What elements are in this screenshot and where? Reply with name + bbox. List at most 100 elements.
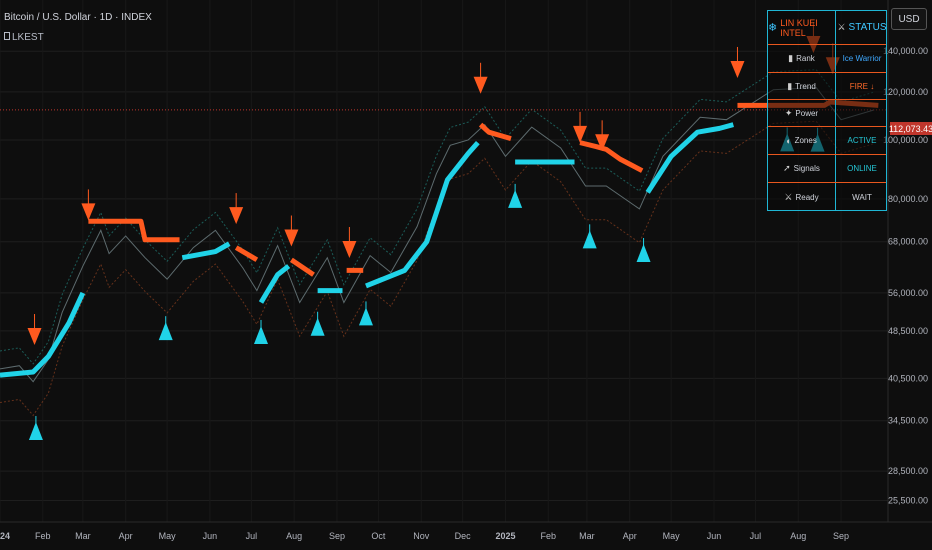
indicator-label[interactable]: LKEST	[4, 32, 44, 43]
x-tick-label: Mar	[75, 531, 91, 541]
x-tick-label: Apr	[119, 531, 133, 541]
status-label-cell: ⚔ Ready	[768, 183, 836, 211]
fire-signal-arrow	[573, 125, 588, 143]
fire-signal-arrow	[27, 328, 42, 346]
status-row-zones: ◐ Zones ACTIVE	[768, 126, 886, 154]
status-value-trend: FIRE ↓	[849, 81, 875, 91]
y-tick-label: 120,000.00	[883, 87, 928, 97]
x-tick-label: Jul	[246, 531, 258, 541]
status-row-power: ✦ Power	[768, 99, 886, 126]
ice-signal-arrow	[508, 189, 523, 208]
symbol-title[interactable]: Bitcoin / U.S. Dollar · 1D · INDEX	[4, 12, 152, 23]
x-tick-label: Jul	[750, 531, 762, 541]
x-tick-label: Feb	[35, 531, 51, 541]
ice-signal-arrow	[310, 317, 325, 336]
y-tick-label: 100,000.00	[883, 135, 928, 145]
ice-band-segment	[645, 122, 734, 194]
power-icon: ✦	[784, 107, 793, 118]
status-panel-title-right: ⚔ STATUS	[836, 11, 888, 44]
y-tick-label: 28,500.00	[888, 466, 928, 476]
status-row-signals: ➚ Signals ONLINE	[768, 154, 886, 182]
status-title-right-text: STATUS	[848, 22, 887, 33]
status-label-cell: ✦ Power	[768, 100, 836, 126]
rank-icon: ▮	[788, 53, 794, 63]
x-tick-label: May	[159, 531, 177, 541]
x-tick-label: May	[663, 531, 681, 541]
status-label: Ready	[795, 192, 819, 202]
status-row-ready: ⚔ Ready WAIT	[768, 182, 886, 211]
y-tick-label: 68,000.00	[888, 237, 928, 247]
status-value-power	[836, 100, 888, 126]
status-value-signals: ONLINE	[847, 164, 877, 173]
y-tick-label: 48,500.00	[888, 326, 928, 336]
price-line	[0, 87, 875, 383]
status-panel-title-left: ❄ LIN KUEI INTEL	[768, 11, 836, 44]
indicator-name: LKEST	[12, 32, 44, 43]
status-label-cell: ◐ Zones	[768, 127, 836, 154]
ice-signal-arrow	[28, 422, 43, 441]
ice-band-segment	[0, 291, 86, 378]
y-tick-label: 40,500.00	[888, 373, 928, 383]
ready-icon: ⚔	[784, 191, 793, 202]
zones-icon: ◐	[786, 135, 792, 146]
ice-signal-arrow	[358, 307, 373, 326]
status-value-zones: ACTIVE	[847, 136, 877, 145]
snowflake-icon: ❄	[768, 22, 778, 34]
x-tick-label: Feb	[541, 531, 557, 541]
ice-signal-arrow	[158, 322, 173, 341]
y-tick-label: 140,000.00	[883, 46, 928, 56]
x-tick-label: Aug	[790, 531, 806, 541]
x-tick-label: 2024	[0, 531, 10, 541]
x-tick-label: Nov	[413, 531, 430, 541]
status-value-ready: WAIT	[852, 192, 872, 202]
currency-button[interactable]: USD	[891, 8, 927, 30]
x-tick-label: Mar	[579, 531, 595, 541]
signals-icon: ➚	[783, 163, 791, 173]
fire-band-segment	[478, 122, 512, 142]
status-panel: ❄ LIN KUEI INTEL ⚔ STATUS ▮ Rank Ice Warrio…	[767, 10, 887, 211]
status-title-text: LIN KUEI INTEL	[780, 17, 818, 38]
status-row-rank: ▮ Rank Ice Warrior	[768, 44, 886, 72]
status-label-cell: ➚ Signals	[768, 155, 836, 182]
x-tick-label: Oct	[371, 531, 386, 541]
fire-signal-arrow	[473, 76, 488, 94]
fire-band-segment	[289, 257, 315, 277]
fire-signal-arrow	[730, 60, 745, 78]
status-label: Power	[795, 108, 819, 118]
x-tick-label: 2025	[495, 531, 515, 541]
x-tick-label: Jun	[707, 531, 722, 541]
fire-signal-arrow	[229, 207, 244, 225]
status-value-rank: Ice Warrior	[842, 54, 882, 63]
ice-signal-arrow	[254, 325, 269, 344]
x-tick-label: Dec	[455, 531, 472, 541]
lower-band-line	[0, 120, 875, 417]
fire-signal-arrow	[342, 240, 357, 258]
ice-band-segment	[258, 264, 291, 304]
x-tick-label: Sep	[833, 531, 849, 541]
y-tick-label: 80,000.00	[888, 194, 928, 204]
x-tick-label: Sep	[329, 531, 345, 541]
status-label-cell: ▮ Trend	[768, 73, 836, 99]
ice-signal-arrow	[636, 243, 651, 262]
fire-band-segment	[234, 245, 259, 262]
ice-band-segment	[365, 140, 480, 289]
x-tick-label: Aug	[286, 531, 302, 541]
trend-icon: ▮	[787, 80, 793, 91]
y-tick-label: 25,500.00	[888, 495, 928, 505]
fire-band-segment	[579, 140, 644, 173]
last-price-tag: 112,073.43	[888, 122, 932, 135]
fire-signal-arrow	[284, 229, 299, 247]
fire-signal-arrow	[595, 134, 610, 152]
status-label: Zones	[794, 136, 817, 145]
x-tick-label: Jun	[203, 531, 218, 541]
x-tick-label: Apr	[623, 531, 637, 541]
status-label: Rank	[796, 54, 815, 63]
ice-band-segment	[181, 241, 231, 261]
fire-signal-arrow	[81, 203, 96, 221]
ice-signal-arrow	[582, 230, 597, 249]
y-tick-label: 56,000.00	[888, 288, 928, 298]
fire-band-segment	[88, 218, 180, 243]
status-panel-header: ❄ LIN KUEI INTEL ⚔ STATUS	[768, 11, 888, 44]
crossed-swords-icon: ⚔	[837, 22, 846, 32]
status-label: Trend	[795, 81, 816, 91]
